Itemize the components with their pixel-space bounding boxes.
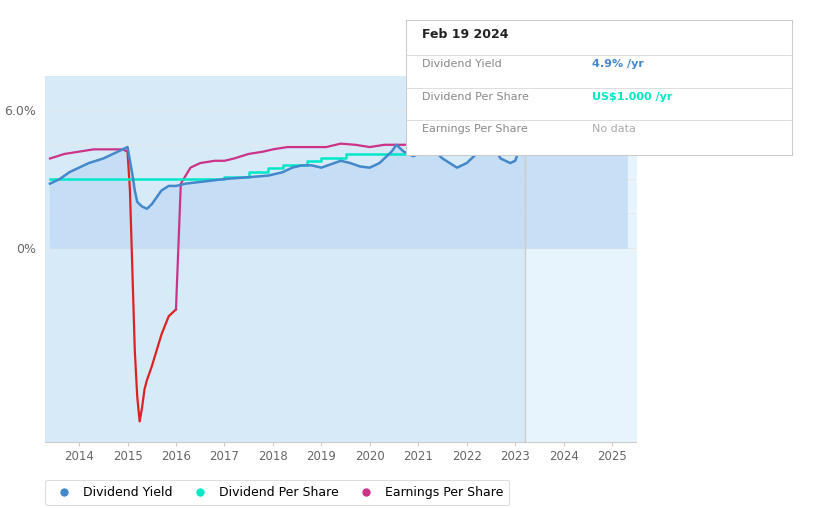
Legend: Dividend Yield, Dividend Per Share, Earnings Per Share: Dividend Yield, Dividend Per Share, Earn…	[45, 480, 509, 505]
Text: Dividend Per Share: Dividend Per Share	[422, 91, 529, 102]
Text: Feb 19 2024: Feb 19 2024	[422, 28, 508, 41]
Text: US$1.000 /yr: US$1.000 /yr	[592, 91, 672, 102]
Text: Earnings Per Share: Earnings Per Share	[422, 124, 528, 134]
Text: Dividend Yield: Dividend Yield	[422, 59, 502, 70]
Text: No data: No data	[592, 124, 635, 134]
Text: Analysts Fo: Analysts Fo	[530, 89, 597, 103]
Text: 4.9% /yr: 4.9% /yr	[592, 59, 644, 70]
Text: Past: Past	[497, 89, 521, 103]
